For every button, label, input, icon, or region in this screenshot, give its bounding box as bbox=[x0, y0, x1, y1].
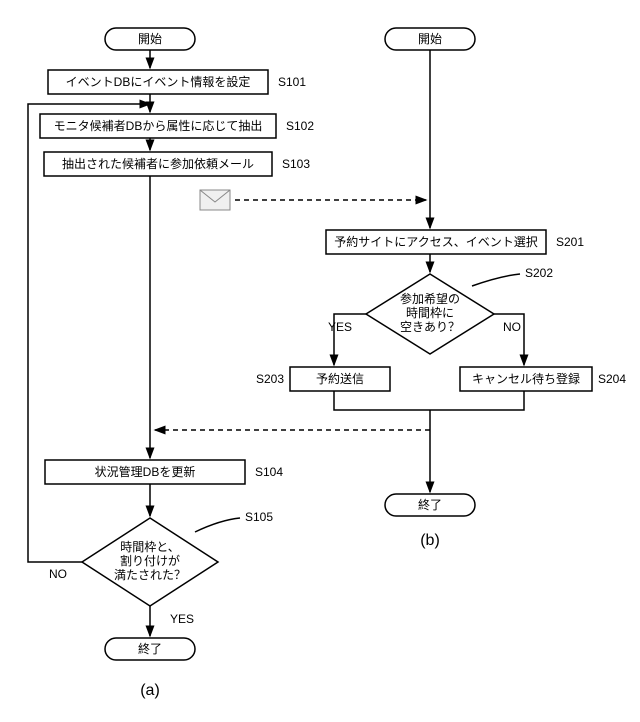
step-s102: S102 bbox=[286, 119, 314, 133]
process-s203-text: 予約送信 bbox=[316, 371, 364, 386]
step-s203: S203 bbox=[256, 372, 284, 386]
decision-s202-l1: 参加希望の bbox=[400, 291, 460, 306]
step-s101: S101 bbox=[278, 75, 306, 89]
flowchart-diagram: 開始 イベントDBにイベント情報を設定 S101 モニタ候補者DBから属性に応じ… bbox=[0, 0, 640, 722]
process-s102-text: モニタ候補者DBから属性に応じて抽出 bbox=[54, 119, 263, 133]
start-text-b: 開始 bbox=[418, 32, 442, 46]
start-text-a: 開始 bbox=[138, 32, 162, 46]
s202-yes-label: YES bbox=[328, 320, 352, 334]
decision-s202-l3: 空きあり？ bbox=[400, 320, 460, 334]
s105-yes-label: YES bbox=[170, 612, 194, 626]
step-s204: S204 bbox=[598, 372, 626, 386]
s105-no-label: NO bbox=[49, 567, 67, 581]
step-s201: S201 bbox=[556, 235, 584, 249]
step-s103: S103 bbox=[282, 157, 310, 171]
process-s104-text: 状況管理DBを更新 bbox=[95, 464, 196, 479]
process-s101-text: イベントDBにイベント情報を設定 bbox=[66, 74, 251, 89]
s202-no-label: NO bbox=[503, 320, 521, 334]
merge-right bbox=[430, 391, 524, 410]
end-text-b: 終了 bbox=[418, 497, 442, 512]
merge-left bbox=[334, 391, 430, 410]
decision-s105-l2: 割り付けが bbox=[120, 553, 180, 568]
decision-s202-l2: 時間枠に bbox=[406, 306, 454, 320]
step-s104: S104 bbox=[255, 465, 283, 479]
decision-s105-l3: 満たされた？ bbox=[114, 568, 186, 582]
leader-s202 bbox=[472, 274, 520, 286]
process-s204-text: キャンセル待ち登録 bbox=[472, 371, 580, 386]
end-text-a: 終了 bbox=[138, 641, 162, 656]
label-a: (a) bbox=[140, 682, 160, 699]
mail-icon bbox=[200, 190, 230, 210]
step-s105: S105 bbox=[245, 510, 273, 524]
process-s201-text: 予約サイトにアクセス、イベント選択 bbox=[334, 234, 537, 249]
leader-s105 bbox=[195, 518, 240, 532]
decision-s105-l1: 時間枠と、 bbox=[120, 540, 180, 554]
process-s103-text: 抽出された候補者に参加依頼メール bbox=[62, 156, 254, 171]
label-b: (b) bbox=[420, 532, 440, 549]
step-s202: S202 bbox=[525, 266, 553, 280]
